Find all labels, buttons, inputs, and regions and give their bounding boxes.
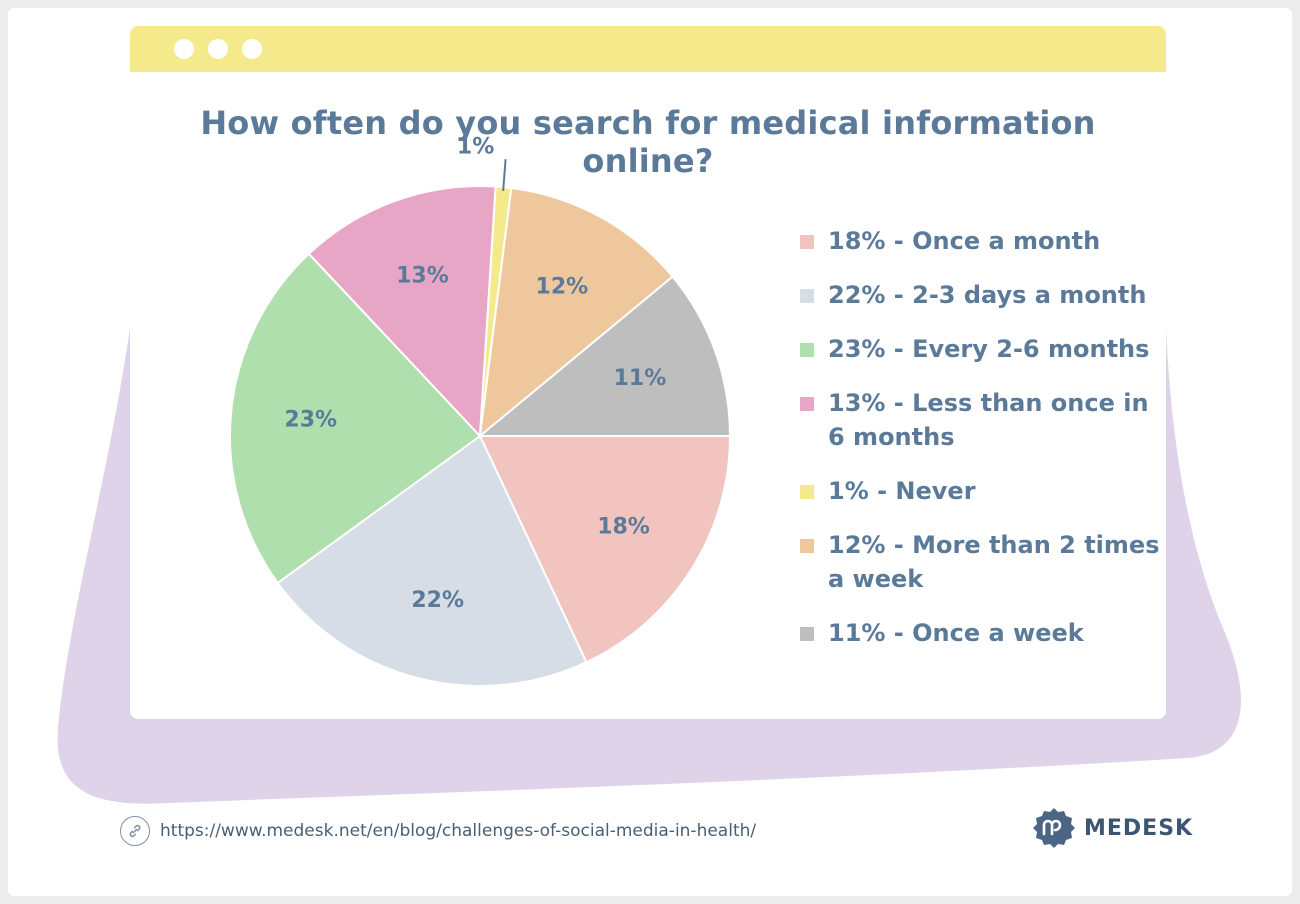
- link-icon: [120, 816, 150, 846]
- legend-swatch-6: [800, 539, 814, 553]
- legend-label-5: 1% - Never: [828, 477, 976, 505]
- leader-line-5: [502, 159, 507, 192]
- slice-label-3: 23%: [284, 408, 337, 433]
- legend-swatch-4: [800, 397, 814, 411]
- window-dot-1: [174, 39, 194, 59]
- window-dot-3: [242, 39, 262, 59]
- pie-slice-4: [307, 185, 497, 439]
- pie-slice-1: [478, 435, 732, 664]
- brand: MEDESK: [1032, 806, 1193, 850]
- legend-swatch-2: [800, 289, 814, 303]
- brand-name: MEDESK: [1084, 815, 1194, 841]
- legend-swatch-7: [800, 627, 814, 641]
- legend-item-7: 11% - Once a week: [800, 616, 1160, 650]
- window-dot-2: [208, 39, 228, 59]
- browser-titlebar: [130, 26, 1166, 72]
- slice-label-1: 18%: [597, 515, 650, 540]
- pie-slice-7: [477, 275, 732, 437]
- source-link[interactable]: https://www.medesk.net/en/blog/challenge…: [120, 816, 756, 846]
- pie-slice-3: [229, 252, 482, 585]
- slice-label-5: 1%: [457, 135, 494, 160]
- pie-slice-2: [276, 434, 588, 687]
- slice-label-7: 11%: [614, 366, 667, 391]
- legend-label-3: 23% - Every 2-6 months: [828, 335, 1150, 363]
- legend-label-6: 12% - More than 2 times a week: [828, 531, 1160, 593]
- legend-label-2: 22% - 2-3 days a month: [828, 281, 1147, 309]
- legend-item-2: 22% - 2-3 days a month: [800, 278, 1160, 312]
- legend-item-1: 18% - Once a month: [800, 224, 1160, 258]
- legend-swatch-3: [800, 343, 814, 357]
- legend-label-1: 18% - Once a month: [828, 227, 1101, 255]
- slice-label-2: 22%: [411, 588, 464, 613]
- legend-swatch-5: [800, 485, 814, 499]
- medesk-logo-icon: [1033, 808, 1075, 848]
- legend-item-3: 23% - Every 2-6 months: [800, 332, 1160, 366]
- legend-label-4: 13% - Less than once in 6 months: [828, 389, 1149, 451]
- pie-chart: 18% 22% 23% 13% 1% 12% 11%: [229, 135, 732, 687]
- infographic-canvas: How often do you search for medical info…: [8, 8, 1292, 896]
- pie-slice-6: [478, 186, 675, 439]
- legend-swatch-1: [800, 235, 814, 249]
- source-url[interactable]: https://www.medesk.net/en/blog/challenge…: [160, 821, 757, 841]
- legend-label-7: 11% - Once a week: [828, 619, 1084, 647]
- slice-label-6: 12%: [536, 275, 589, 300]
- legend-item-5: 1% - Never: [800, 474, 1160, 508]
- slice-label-4: 13%: [396, 264, 449, 289]
- legend-item-6: 12% - More than 2 times a week: [800, 528, 1160, 596]
- chart-legend: 18% - Once a month 22% - 2-3 days a month…: [800, 224, 1160, 670]
- legend-item-4: 13% - Less than once in 6 months: [800, 386, 1160, 454]
- chart-title: How often do you search for medical info…: [200, 104, 1096, 180]
